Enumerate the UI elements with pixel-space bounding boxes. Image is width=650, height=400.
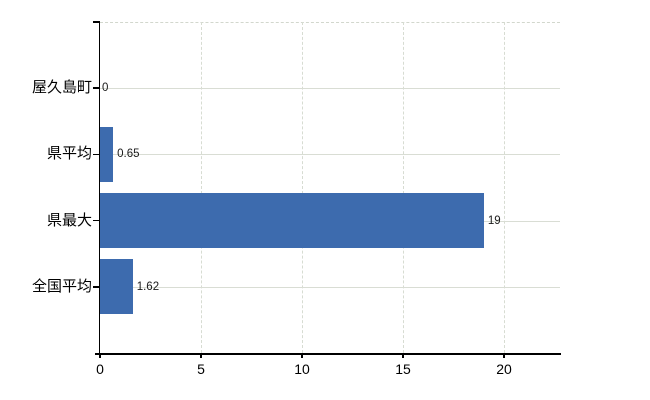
y-tick: [93, 153, 100, 156]
plot-area: 0 0.65 19 1.62: [100, 22, 560, 353]
gridline-vertical: [403, 22, 405, 353]
gridline-horizontal: [100, 88, 560, 90]
bar-value-label: 0: [102, 82, 109, 95]
x-tick-label: 0: [96, 361, 104, 377]
bar-value-label: 0.65: [117, 148, 140, 161]
y-tick: [93, 286, 100, 288]
x-tick-label: 20: [496, 361, 512, 377]
plot-top-border: [100, 22, 560, 23]
x-tick-label: 5: [197, 361, 205, 377]
bar: [100, 259, 133, 315]
category-label: 屋久島町: [31, 79, 92, 97]
x-tick: [200, 353, 202, 358]
x-tick-label: 10: [294, 361, 310, 377]
x-tick: [99, 353, 101, 358]
x-tick: [301, 353, 303, 358]
gridline-horizontal: [100, 286, 560, 288]
x-axis-line: [95, 353, 561, 355]
bar-value-label: 1.62: [136, 280, 160, 293]
y-axis-line: [98, 22, 100, 355]
y-tick: [93, 219, 100, 222]
y-tick: [93, 87, 100, 89]
category-label: 県平均: [46, 145, 92, 163]
x-tick: [402, 353, 404, 358]
category-label: 県最大: [46, 211, 92, 229]
gridline-vertical: [302, 22, 304, 353]
gridline-vertical: [504, 22, 506, 353]
x-tick-label: 15: [395, 361, 411, 377]
category-label: 全国平均: [31, 277, 92, 295]
x-tick: [503, 353, 505, 358]
y-axis-top-tick: [93, 21, 100, 23]
gridline-vertical: [201, 22, 202, 353]
bar-value-label: 19: [487, 214, 501, 227]
gridline-horizontal: [100, 154, 560, 156]
bar: [100, 193, 484, 249]
bar: [100, 126, 114, 182]
